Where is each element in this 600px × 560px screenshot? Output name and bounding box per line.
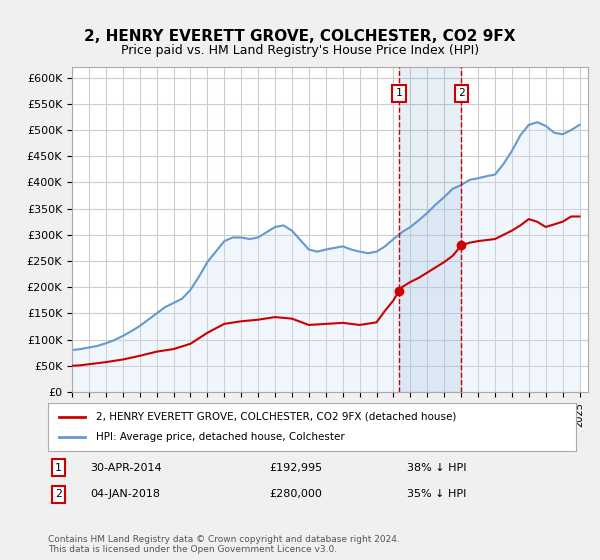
Text: 2, HENRY EVERETT GROVE, COLCHESTER, CO2 9FX (detached house): 2, HENRY EVERETT GROVE, COLCHESTER, CO2 … xyxy=(95,412,456,422)
Text: 1: 1 xyxy=(55,463,62,473)
Text: 2: 2 xyxy=(458,88,465,99)
Text: 2: 2 xyxy=(55,489,62,499)
Text: Price paid vs. HM Land Registry's House Price Index (HPI): Price paid vs. HM Land Registry's House … xyxy=(121,44,479,57)
Text: 30-APR-2014: 30-APR-2014 xyxy=(90,463,162,473)
Text: 38% ↓ HPI: 38% ↓ HPI xyxy=(407,463,467,473)
Text: 2, HENRY EVERETT GROVE, COLCHESTER, CO2 9FX: 2, HENRY EVERETT GROVE, COLCHESTER, CO2 … xyxy=(84,29,516,44)
Text: Contains HM Land Registry data © Crown copyright and database right 2024.
This d: Contains HM Land Registry data © Crown c… xyxy=(48,535,400,554)
Text: £192,995: £192,995 xyxy=(270,463,323,473)
Text: £280,000: £280,000 xyxy=(270,489,323,499)
Text: HPI: Average price, detached house, Colchester: HPI: Average price, detached house, Colc… xyxy=(95,432,344,442)
Text: 1: 1 xyxy=(395,88,403,99)
Text: 04-JAN-2018: 04-JAN-2018 xyxy=(90,489,160,499)
Text: 35% ↓ HPI: 35% ↓ HPI xyxy=(407,489,466,499)
Bar xyxy=(399,67,461,392)
